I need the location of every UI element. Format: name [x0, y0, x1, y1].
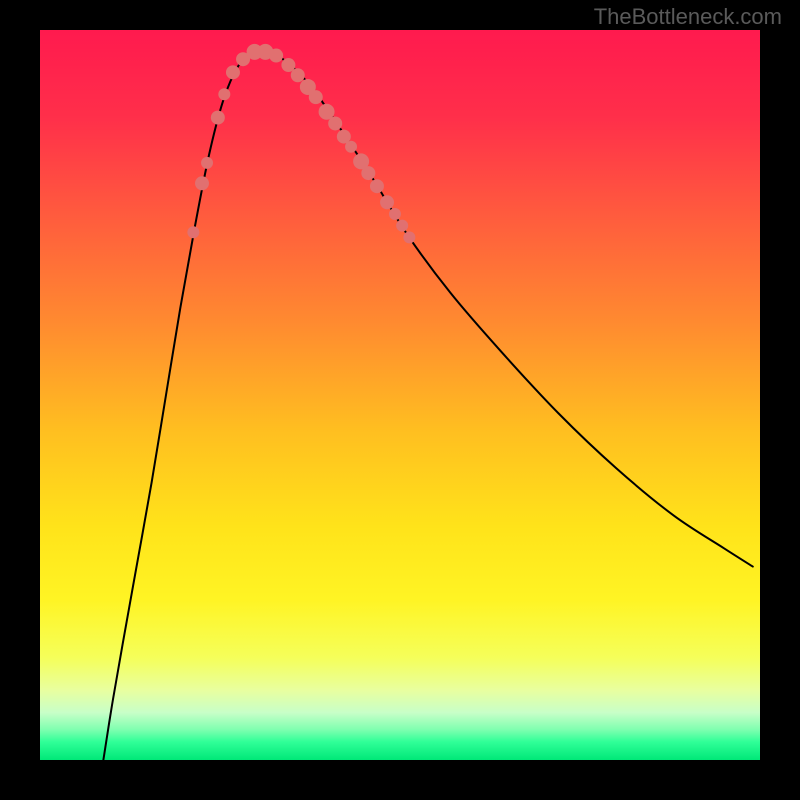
- plot-gradient: [40, 30, 760, 760]
- curve-marker: [187, 226, 199, 238]
- curve-marker: [345, 141, 357, 153]
- bottleneck-chart: [0, 0, 800, 800]
- curve-marker: [380, 195, 394, 209]
- curve-marker: [328, 116, 342, 130]
- curve-marker: [389, 208, 401, 220]
- curve-marker: [361, 166, 375, 180]
- curve-marker: [211, 111, 225, 125]
- curve-marker: [218, 88, 230, 100]
- curve-marker: [309, 90, 323, 104]
- curve-marker: [195, 176, 209, 190]
- chart-container: TheBottleneck.com: [0, 0, 800, 800]
- curve-marker: [396, 220, 408, 232]
- curve-marker: [226, 65, 240, 79]
- curve-marker: [201, 157, 213, 169]
- curve-marker: [370, 179, 384, 193]
- curve-marker: [403, 231, 415, 243]
- curve-marker: [291, 68, 305, 82]
- curve-marker: [269, 49, 283, 63]
